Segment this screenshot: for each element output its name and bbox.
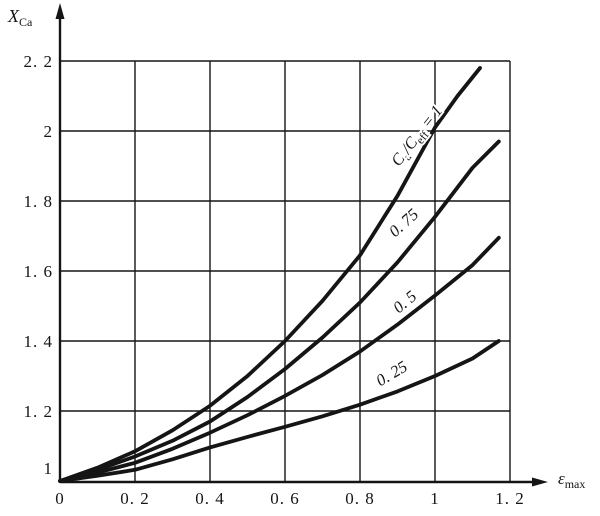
- curve-label: 0. 25: [373, 357, 411, 390]
- y-tick-label: 2. 2: [24, 52, 54, 71]
- x-tick-label: 0. 8: [345, 489, 375, 508]
- y-axis-title: XCa: [7, 6, 33, 29]
- y-tick-label: 1. 4: [24, 332, 54, 351]
- y-tick-label: 1. 8: [24, 192, 54, 211]
- y-tick-label: 1. 6: [24, 262, 54, 281]
- x-axis-arrow-icon: [532, 477, 548, 487]
- x-tick-label: 1. 2: [495, 489, 525, 508]
- x-tick-label: 0. 6: [270, 489, 300, 508]
- x-tick-label: 0. 2: [120, 489, 150, 508]
- x-tick-label: 0. 4: [195, 489, 225, 508]
- y-tick-label: 1. 2: [24, 402, 54, 421]
- y-tick-label: 1: [44, 459, 54, 478]
- x-tick-label: 1: [430, 489, 440, 508]
- y-axis-arrow-icon: [55, 3, 65, 19]
- curve-ratio-1: [58, 66, 482, 483]
- curve-label-group: 0. 25: [371, 355, 413, 392]
- curve-ratio-0.25: [58, 339, 501, 483]
- y-tick-label: 2: [44, 122, 54, 141]
- curve-ratio-0.5: [58, 235, 501, 483]
- curve-ratio-0.75: [58, 139, 501, 483]
- x-tick-label: 0: [55, 489, 65, 508]
- x-axis-title: εmax: [558, 469, 585, 491]
